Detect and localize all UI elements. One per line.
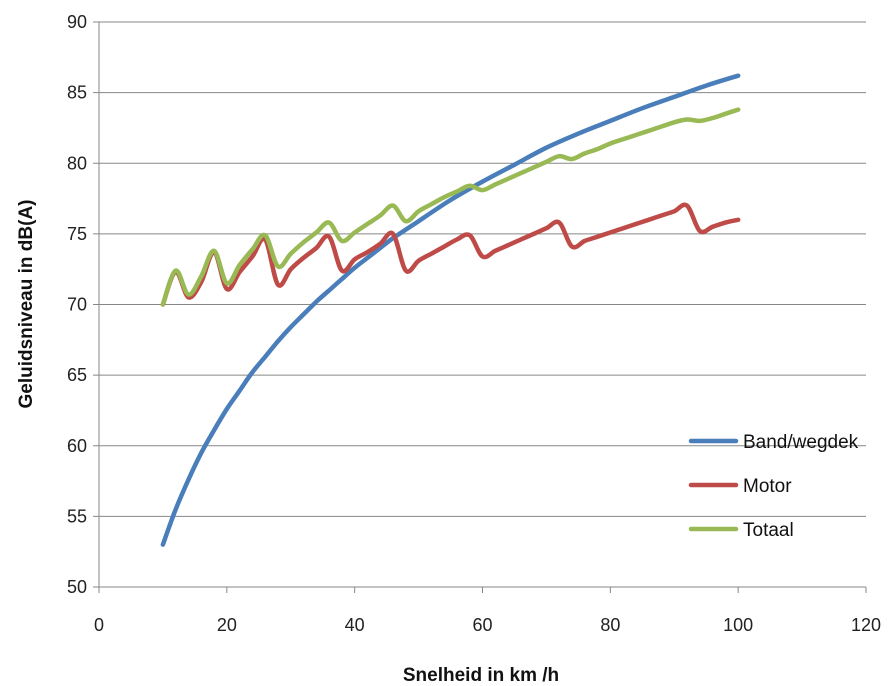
- y-tick-label: 70: [67, 295, 87, 315]
- x-tick-label: 0: [94, 615, 104, 635]
- x-tick-labels: 0 20 40 60 80 100 120: [94, 615, 881, 635]
- gridlines: [99, 21, 866, 517]
- y-tick-labels: 50 55 60 65 70 75 80 85 90: [67, 12, 87, 597]
- y-tick-label: 90: [67, 12, 87, 32]
- legend-label-band-wegdek: Band/wegdek: [743, 432, 859, 453]
- y-tick-label: 60: [67, 436, 87, 456]
- x-tick-label: 100: [723, 615, 753, 635]
- y-tick-label: 75: [67, 224, 87, 244]
- x-tick-label: 60: [472, 615, 492, 635]
- legend-label-motor: Motor: [743, 476, 792, 497]
- legend-label-totaal: Totaal: [743, 520, 794, 541]
- x-tick-label: 120: [851, 615, 881, 635]
- y-axis-title: Geluidsniveau in dB(A): [16, 199, 37, 408]
- series-lines: [160, 73, 741, 547]
- y-tick-label: 55: [67, 506, 87, 526]
- y-tick-label: 80: [67, 153, 87, 173]
- y-tick-label: 50: [67, 577, 87, 597]
- x-tick-label: 40: [345, 615, 365, 635]
- x-axis-title: Snelheid in km /h: [403, 665, 559, 686]
- y-tick-label: 65: [67, 365, 87, 385]
- x-tick-label: 80: [600, 615, 620, 635]
- legend: Band/wegdek Motor Totaal: [688, 432, 859, 541]
- series-line-band-wegdek: [160, 73, 741, 547]
- series-line-totaal: [160, 107, 741, 307]
- series-line-motor: [160, 202, 741, 307]
- axes: [93, 21, 867, 593]
- x-tick-label: 20: [217, 615, 237, 635]
- y-tick-label: 85: [67, 83, 87, 103]
